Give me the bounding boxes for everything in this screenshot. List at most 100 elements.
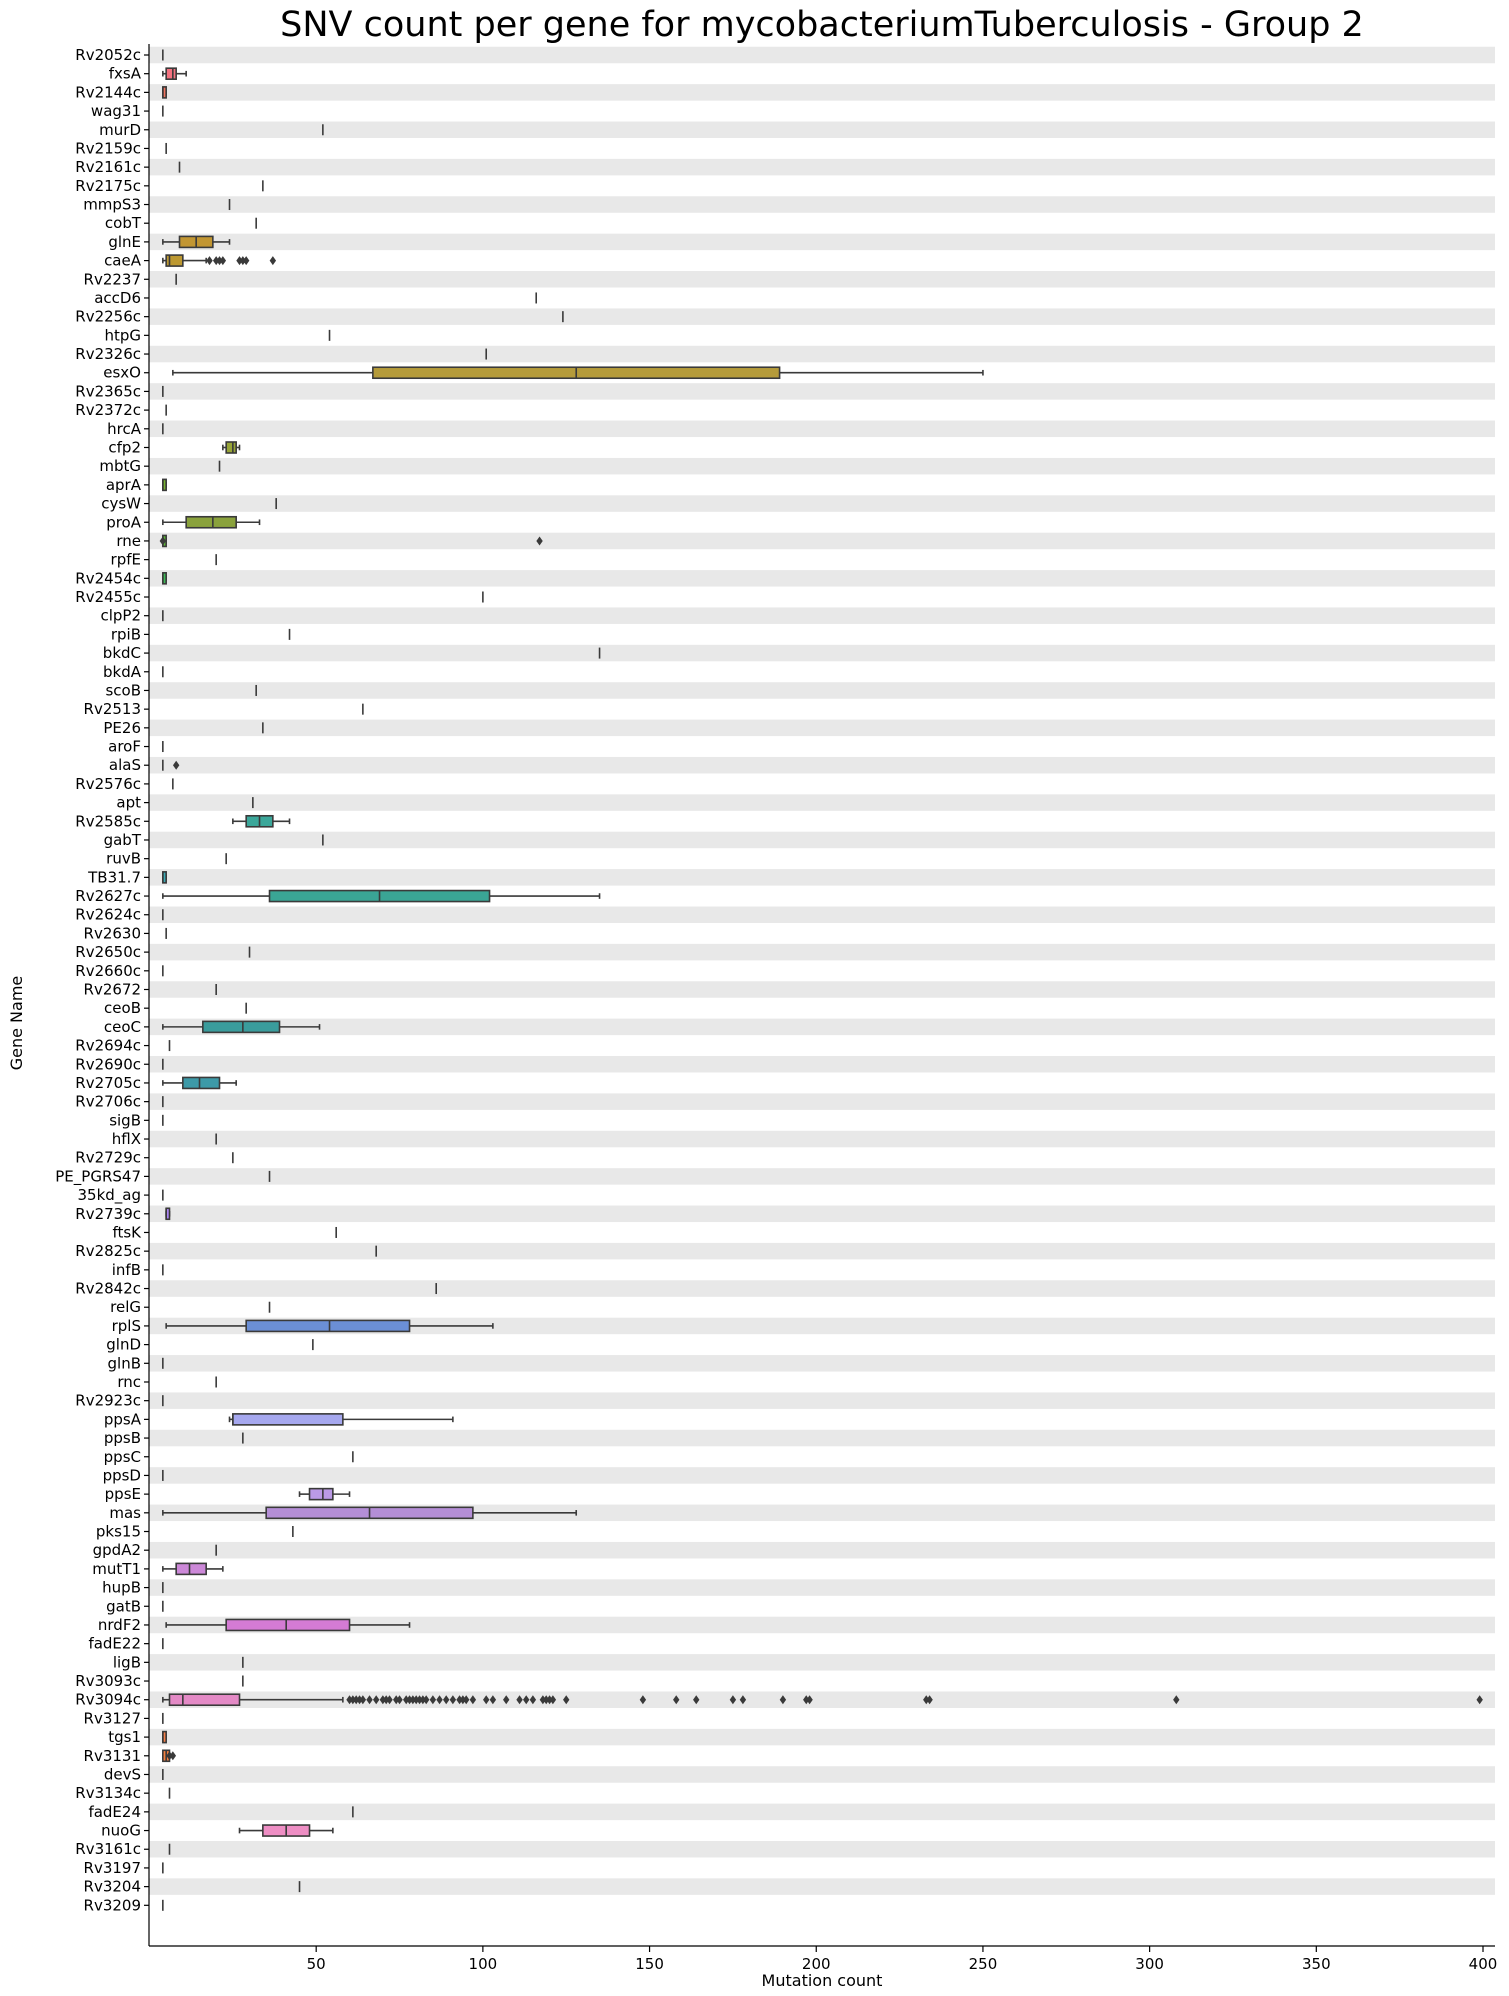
outlier-point: [219, 256, 227, 266]
chart-title: SNV count per gene for mycobacteriumTube…: [280, 5, 1364, 45]
row-band: [149, 719, 1495, 737]
outlier-point: [1173, 1695, 1180, 1705]
outlier-point: [529, 1695, 537, 1705]
row-band: [149, 831, 1495, 849]
outlier-point: [159, 536, 167, 546]
outlier-point: [523, 1695, 530, 1705]
y-tick-label: Rv2842c: [75, 1280, 141, 1298]
row-band: [149, 1803, 1495, 1821]
y-tick-label: fadE22: [88, 1635, 141, 1653]
outlier-point: [169, 1751, 177, 1761]
box-body: [202, 1020, 281, 1034]
box-tgs1: [162, 1730, 167, 1744]
y-tick-label: Rv2576c: [75, 775, 141, 793]
box-TB31.7: [162, 871, 167, 884]
y-tick-label: hflX: [112, 1130, 141, 1148]
y-tick-label: Rv2585c: [75, 812, 141, 830]
row-band: [149, 756, 1495, 774]
box-alaS: [162, 759, 180, 771]
outlier-point: [503, 1695, 510, 1705]
x-tick-label: 50: [307, 1955, 326, 1973]
row-band: [149, 1280, 1495, 1297]
y-tick-label: ppsE: [105, 1485, 141, 1503]
y-tick-label: Rv2159c: [75, 139, 141, 157]
row-band: [149, 1429, 1495, 1447]
y-tick-label: Rv3094c: [75, 1691, 141, 1709]
outlier-point: [926, 1695, 933, 1705]
y-tick-label: Rv2729c: [75, 1149, 141, 1167]
row-band: [149, 869, 1495, 886]
outlier-point: [413, 1695, 420, 1705]
box-rplS: [165, 1319, 494, 1333]
y-tick-label: Rv2237: [84, 270, 141, 288]
y-tick-label: Rv3093c: [75, 1672, 141, 1690]
x-tick-label: 200: [802, 1955, 831, 1973]
y-tick-label: cfp2: [108, 438, 141, 456]
row-band: [149, 84, 1495, 101]
outlier-point: [356, 1695, 363, 1705]
y-tick-label: Rv2365c: [75, 382, 141, 400]
outlier-point: [739, 1695, 747, 1705]
y-tick-label: PE_PGRS47: [55, 1167, 141, 1186]
outlier-point: [242, 256, 250, 266]
y-tick-label: clpP2: [100, 607, 141, 625]
y-tick-label: hupB: [102, 1579, 141, 1597]
row-band: [149, 1691, 1495, 1708]
x-tick-label: 250: [969, 1955, 998, 1973]
row-band: [149, 1242, 1495, 1260]
y-tick-label: Rv2161c: [75, 158, 141, 176]
row-band: [149, 1654, 1495, 1671]
box-Rv3094c: [162, 1693, 1483, 1707]
outlier-point: [443, 1695, 450, 1705]
outlier-point: [386, 1695, 393, 1705]
outlier-point: [372, 1695, 380, 1705]
outlier-point: [406, 1695, 413, 1705]
row-band: [149, 1168, 1495, 1185]
y-tick-label: gpdA2: [93, 1541, 141, 1559]
y-tick-label: Rv3204: [84, 1878, 141, 1896]
y-tick-label: Rv3131: [84, 1747, 141, 1765]
y-tick-label: Rv3197: [84, 1859, 141, 1877]
y-tick-label: tgs1: [108, 1728, 141, 1746]
outlier-point: [463, 1695, 470, 1705]
outlier-point: [693, 1695, 700, 1705]
row-band: [149, 1130, 1495, 1148]
row-band: [149, 1018, 1495, 1036]
y-tick-label: infB: [112, 1261, 141, 1279]
box-caeA: [162, 254, 277, 267]
box-Rv2739c: [165, 1207, 171, 1221]
outlier-point: [449, 1695, 457, 1705]
box-glnE: [162, 235, 231, 249]
outlier-point: [563, 1695, 570, 1705]
box-plot-series: [159, 49, 1483, 1911]
y-tick-label: Rv2705c: [75, 1074, 141, 1092]
box-body: [165, 254, 184, 267]
outlier-point: [239, 256, 247, 266]
y-tick-label: rne: [116, 532, 141, 550]
y-tick-label: Rv2627c: [75, 887, 141, 905]
y-tick-label: Rv2052c: [75, 46, 141, 64]
row-band: [149, 532, 1495, 550]
row-bands: [149, 46, 1495, 1895]
y-tick-label: Rv2672: [84, 981, 141, 999]
y-tick-label: ceoC: [104, 1018, 141, 1036]
y-tick-label: fadE24: [88, 1803, 141, 1821]
outlier-point: [352, 1695, 360, 1705]
outlier-point: [549, 1695, 557, 1705]
box-body: [232, 1413, 344, 1426]
box-ceoC: [162, 1020, 321, 1034]
row-band: [149, 383, 1495, 400]
y-tick-label: devS: [104, 1765, 141, 1783]
box-ppsA: [228, 1413, 454, 1426]
y-tick-label: Rv2513: [84, 700, 141, 718]
y-tick-label: ppsC: [104, 1448, 141, 1466]
outlier-point: [779, 1695, 787, 1705]
box-body: [182, 1076, 221, 1090]
y-tick-label: nuoG: [101, 1822, 141, 1840]
y-tick-label: caeA: [104, 252, 142, 270]
y-tick-label: proA: [106, 513, 142, 531]
row-band: [149, 308, 1495, 325]
row-band: [149, 495, 1495, 512]
row-band: [149, 457, 1495, 475]
